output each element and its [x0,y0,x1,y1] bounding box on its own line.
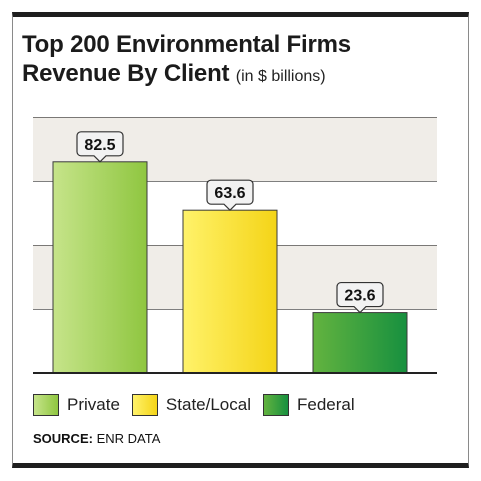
legend-label: State/Local [165,395,251,414]
bars [52,161,408,374]
legend-label: Federal [296,395,355,414]
value-label: 23.6 [344,288,375,305]
title-unit: (in $ billions) [235,68,326,85]
bar-federal [312,312,408,374]
bar-chart: 82.5 63.6 23.6 [33,117,437,374]
value-callout: 82.5 [76,131,124,163]
value-label: 63.6 [214,185,245,202]
value-callout: 23.6 [336,281,384,314]
legend-swatch [131,394,158,416]
legend-item: Private [33,394,120,416]
callout-bubble [76,131,124,163]
callout-bubble [206,179,254,212]
value-callout: 63.6 [206,179,254,212]
legend-item: State/Local [131,394,251,416]
bar-private [52,161,148,374]
value-labels: 82.5 63.6 23.6 [76,131,384,314]
source-label: SOURCE: [33,431,93,446]
title-line-1: Top 200 Environmental Firms [22,31,351,58]
source-text: ENR DATA [96,431,161,446]
legend-swatch [262,394,289,416]
legend-swatch [33,394,59,416]
callout-bubble [336,281,384,314]
value-label: 82.5 [84,137,115,154]
source-note: SOURCE: ENR DATA [33,431,160,446]
legend-item: Federal [262,394,355,416]
legend: Private State/Local Federal [33,392,367,418]
chart-title: Top 200 Environmental Firms Revenue By C… [22,30,351,91]
bar-state-local [182,209,278,374]
legend-label: Private [67,395,120,414]
title-line-2: Revenue By Client [22,60,230,87]
